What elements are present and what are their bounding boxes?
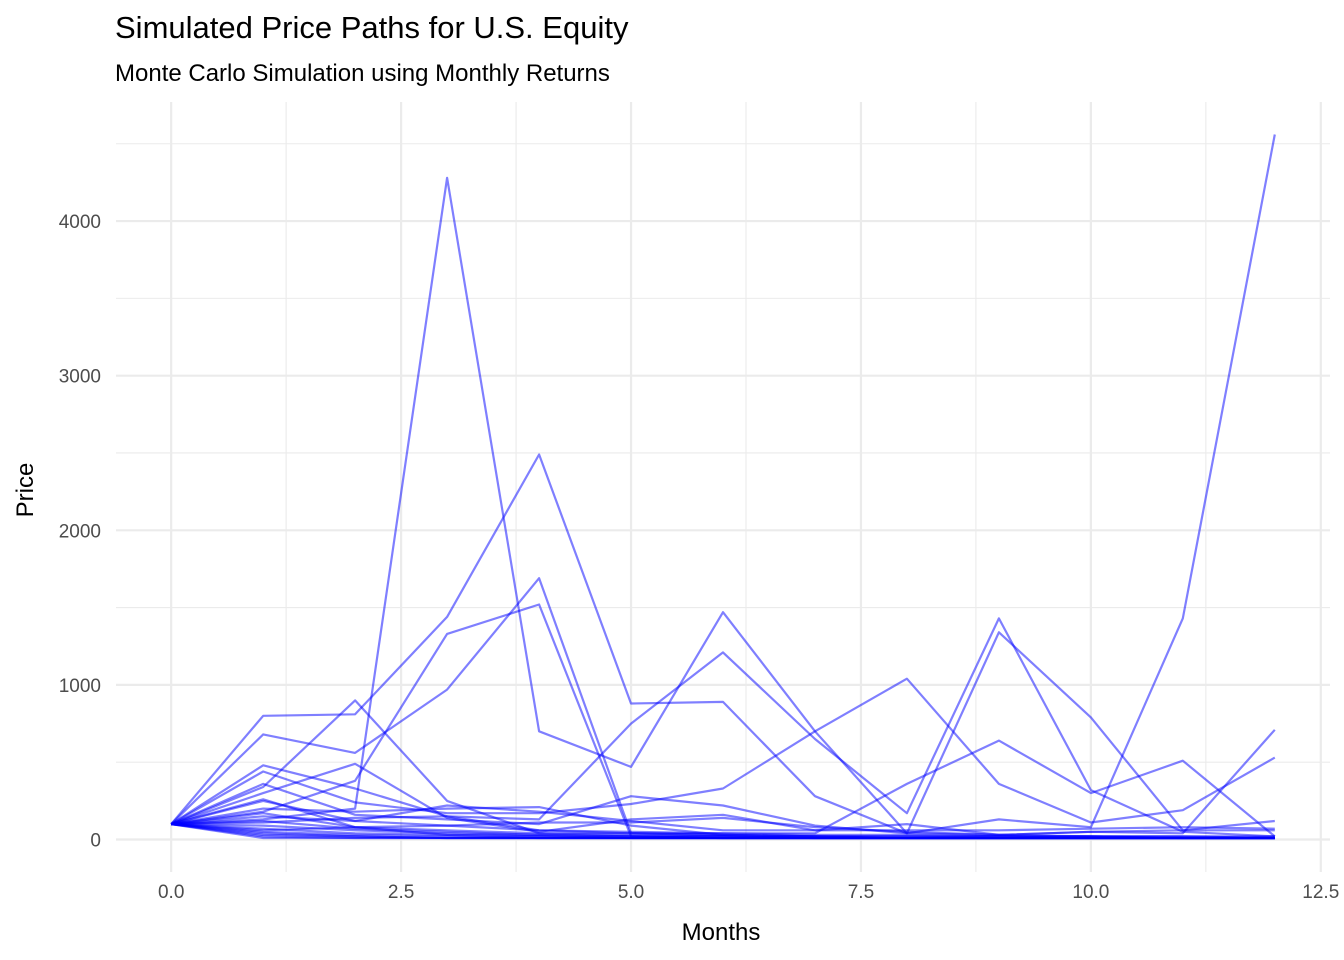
y-axis-title: Price [12, 463, 39, 518]
y-tick-label: 1000 [59, 676, 101, 697]
price-path-line [170, 453, 1275, 835]
x-tick-label: 10.0 [1072, 882, 1109, 903]
x-axis-title: Months [682, 919, 761, 946]
price-path-line [170, 617, 1275, 838]
x-tick-label: 12.5 [1302, 882, 1339, 903]
x-tick-label: 7.5 [848, 882, 874, 903]
price-path-line [170, 677, 1276, 826]
y-tick-label: 0 [90, 831, 101, 852]
price-path-line [171, 816, 1275, 840]
x-tick-label: 2.5 [388, 882, 414, 903]
y-tick-label: 3000 [59, 367, 101, 388]
x-tick-label: 5.0 [618, 882, 644, 903]
price-path-line [171, 603, 1275, 840]
y-tick-label: 4000 [59, 212, 101, 233]
chart-title: Simulated Price Paths for U.S. Equity [115, 10, 629, 45]
price-path-line [171, 134, 1276, 835]
price-path-line [170, 762, 1275, 837]
y-tick-label: 2000 [59, 521, 101, 542]
x-tick-label: 0.0 [158, 882, 184, 903]
chart-subtitle: Monte Carlo Simulation using Monthly Ret… [115, 60, 610, 87]
